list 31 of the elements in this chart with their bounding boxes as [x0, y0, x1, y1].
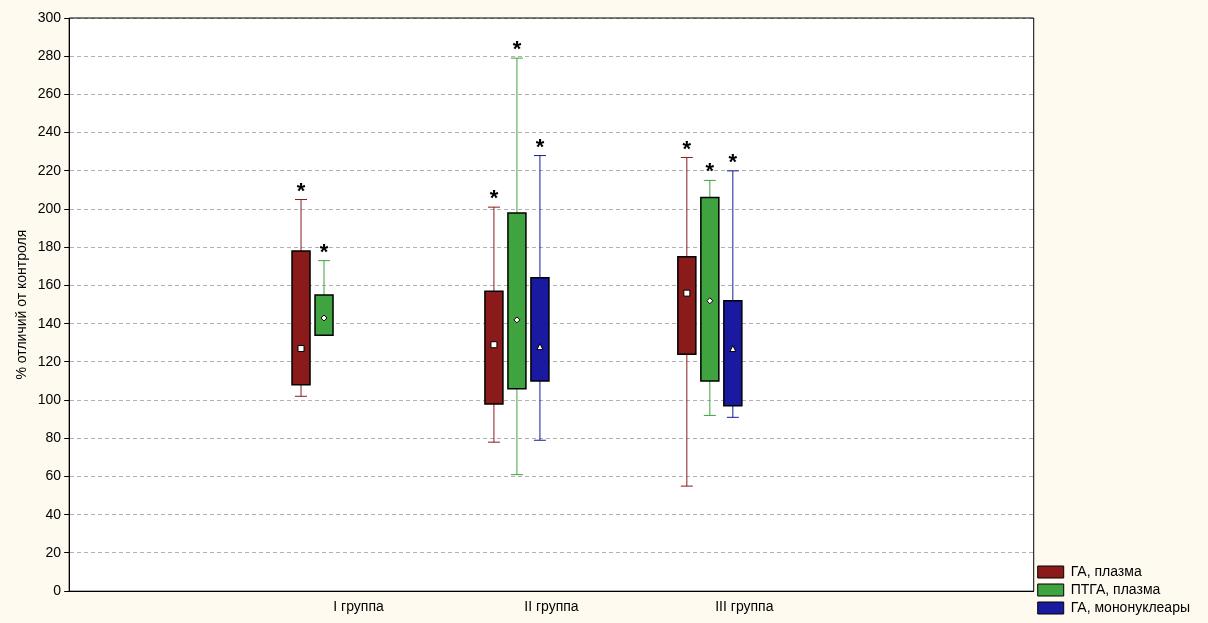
- y-tick-label: 0: [53, 582, 62, 599]
- annotation: *: [728, 148, 738, 174]
- legend-label: ГА, мононуклеары: [1070, 598, 1190, 615]
- annotation: *: [682, 135, 692, 161]
- y-tick-label: 20: [45, 543, 62, 560]
- y-tick-label: 100: [37, 390, 62, 407]
- annotation: *: [296, 177, 306, 203]
- y-tick-label: 120: [37, 352, 62, 369]
- annotation: *: [489, 185, 499, 211]
- annotation: *: [535, 133, 545, 159]
- y-axis-title: % отличий от контроля: [13, 229, 30, 380]
- y-tick-label: 240: [37, 123, 62, 140]
- y-tick-label: 40: [45, 505, 62, 522]
- y-tick-label: 200: [37, 199, 62, 216]
- y-tick-label: 160: [37, 276, 62, 293]
- annotation: *: [705, 158, 715, 184]
- y-tick-label: 260: [37, 85, 62, 102]
- annotation: *: [512, 36, 522, 62]
- y-tick-label: 300: [37, 8, 62, 25]
- y-tick-label: 80: [45, 429, 62, 446]
- x-tick-label: I группа: [333, 598, 384, 615]
- y-tick-label: 280: [37, 47, 62, 64]
- y-tick-label: 180: [37, 238, 62, 255]
- legend-label: ПТГА, плазма: [1070, 580, 1161, 597]
- x-tick-label: III группа: [715, 598, 774, 615]
- y-tick-label: 140: [37, 314, 62, 331]
- y-tick-label: 220: [37, 161, 62, 178]
- x-tick-label: II группа: [524, 598, 579, 615]
- legend-label: ГА, плазма: [1070, 562, 1142, 579]
- annotation: *: [319, 238, 329, 264]
- y-tick-label: 60: [45, 467, 62, 484]
